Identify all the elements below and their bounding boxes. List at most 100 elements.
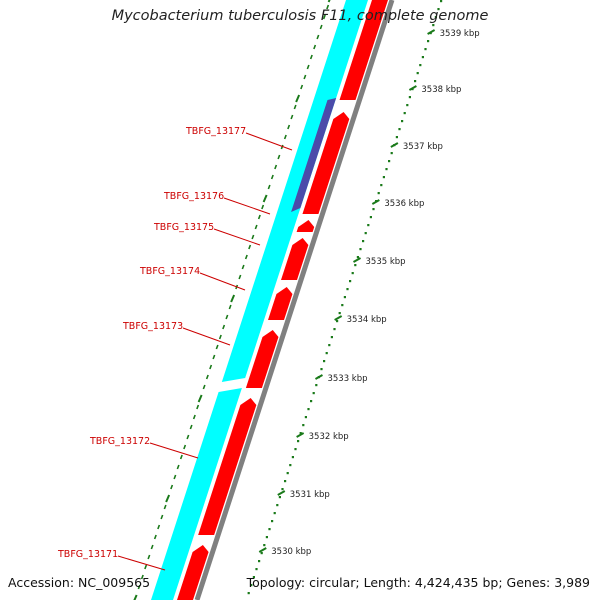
scale-dot [297, 440, 300, 443]
track-tick [228, 304, 232, 310]
scale-dot [286, 472, 289, 475]
track-tick [176, 464, 180, 470]
gene-label-leader [213, 228, 261, 246]
gene-label-leader [223, 197, 271, 215]
scale-dot [278, 496, 281, 499]
scale-label: 3530 kbp [271, 547, 311, 557]
scale-dot [304, 416, 307, 419]
scale-dot [325, 352, 328, 355]
scale-dot [263, 544, 266, 547]
track-tick [160, 514, 164, 520]
track-tick [197, 394, 203, 403]
track-tick [238, 274, 242, 280]
gene-label: TBFG_13171 [57, 549, 118, 560]
scale-dot [299, 432, 302, 435]
scale-dot [354, 264, 357, 267]
track-tick [251, 234, 255, 240]
scale-dot [424, 48, 427, 51]
track-tick [262, 194, 268, 203]
scale-dot [260, 552, 263, 555]
scale-dot [401, 120, 404, 123]
track-tick [165, 494, 171, 503]
track-tick [277, 154, 281, 160]
scale-major-tick [334, 315, 343, 321]
track-tick [137, 584, 141, 590]
track-tick [170, 484, 174, 490]
track-tick [222, 324, 226, 330]
scale-dot [294, 448, 297, 451]
scale-dot [372, 208, 375, 211]
track-tick [173, 474, 177, 480]
track-tick [163, 504, 167, 510]
track-tick [267, 184, 271, 190]
scale-label: 3534 kbp [347, 315, 387, 325]
scale-label: 3536 kbp [384, 199, 424, 209]
track-tick [244, 254, 248, 260]
track-tick [132, 594, 138, 603]
track-tick [192, 414, 196, 420]
track-tick [218, 334, 222, 340]
gene-label-leader [182, 327, 231, 346]
reverse-gene [245, 330, 279, 388]
track-tick [287, 124, 291, 130]
track-tick [196, 404, 200, 410]
scale-label: 3532 kbp [309, 432, 349, 442]
track-tick [270, 174, 274, 180]
scale-dot [343, 296, 346, 299]
gene-label: TBFG_13172 [89, 436, 150, 447]
scale-dot [434, 16, 437, 19]
forward-gene-block [221, 0, 368, 382]
scale-dot [356, 256, 359, 259]
track-tick [179, 454, 183, 460]
scale-dot [403, 112, 406, 115]
gene-label-leader [117, 555, 166, 571]
scale-dot [302, 424, 305, 427]
track-tick [300, 84, 304, 90]
track-tick [316, 34, 320, 40]
scale-dot [341, 304, 344, 307]
map-title: Mycobacterium tuberculosis F11, complete… [111, 8, 489, 24]
scale-dot [247, 592, 250, 595]
scale-dot [388, 160, 391, 163]
gene-label: TBFG_13174 [139, 266, 200, 277]
scale-dot [416, 72, 419, 75]
scale-dot [390, 152, 393, 155]
track-tick [309, 54, 313, 60]
scale-dot [385, 168, 388, 171]
scale-dot [398, 128, 401, 131]
track-tick [153, 534, 157, 540]
reverse-gene [296, 220, 315, 232]
reverse-gene [302, 112, 350, 214]
scale-dot [369, 216, 372, 219]
scale-dot [271, 520, 274, 523]
scale-label: 3538 kbp [421, 85, 461, 95]
topology-label: Topology: circular; Length: 4,424,435 bp… [246, 575, 590, 590]
backbone-line [194, 0, 395, 601]
scale-dot [359, 248, 362, 251]
track-tick [248, 244, 252, 250]
scale-major-tick [277, 490, 286, 496]
track-tick [144, 564, 148, 570]
track-tick [183, 444, 187, 450]
track-tick [319, 24, 323, 30]
scale-dot [380, 184, 383, 187]
track-tick [150, 544, 154, 550]
scale-dot [310, 400, 313, 403]
scale-dot [323, 360, 326, 363]
scale-dot [367, 224, 370, 227]
track-tick [147, 554, 151, 560]
gene-label: TBFG_13176 [163, 191, 224, 202]
track-tick [327, 0, 331, 3]
track-tick [205, 374, 209, 380]
track-tick [313, 44, 317, 50]
forward-gene-block [151, 388, 242, 600]
scale-major-tick [296, 432, 305, 438]
gene-label-leader [245, 132, 293, 151]
track-tick [189, 424, 193, 430]
scale-label: 3539 kbp [440, 29, 480, 39]
track-tick [295, 94, 301, 103]
track-tick [306, 64, 310, 70]
track-tick [261, 204, 265, 210]
